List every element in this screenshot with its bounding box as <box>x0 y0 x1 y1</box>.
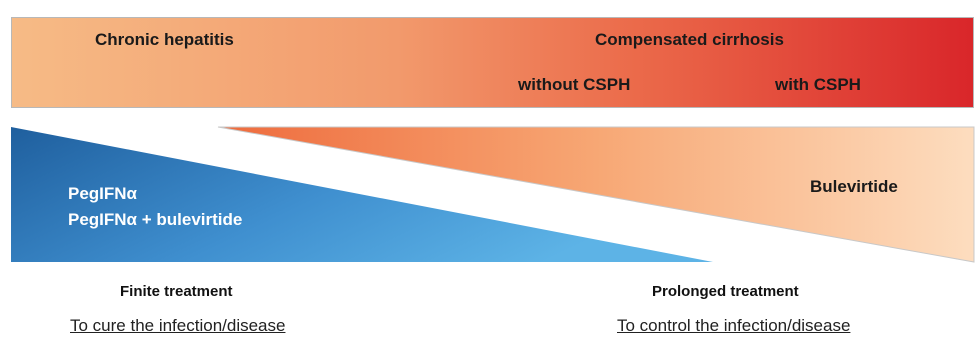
cure-goal-text: To cure the infection/disease <box>70 316 286 335</box>
prolonged-treatment-triangle <box>217 126 975 263</box>
without-cspph-label: without CSPH <box>518 75 631 94</box>
pegifn-bulevirtide-label: PegIFNα + bulevirtide <box>68 210 243 229</box>
chronic-hepatitis-label: Chronic hepatitis <box>95 30 234 49</box>
disease-stage-bar: Chronic hepatitis Compensated cirrhosis … <box>11 17 974 108</box>
control-goal-text: To control the infection/disease <box>617 316 851 335</box>
compensated-cirrhosis-label: Compensated cirrhosis <box>595 30 784 49</box>
finite-treatment-caption: Finite treatment <box>120 283 233 300</box>
with-cspph-label: with CSPH <box>775 75 861 94</box>
bulevirtide-label: Bulevirtide <box>810 177 898 196</box>
pegifn-label: PegIFNα <box>68 184 138 203</box>
finite-treatment-triangle <box>11 127 713 262</box>
prolonged-treatment-caption: Prolonged treatment <box>652 283 799 300</box>
